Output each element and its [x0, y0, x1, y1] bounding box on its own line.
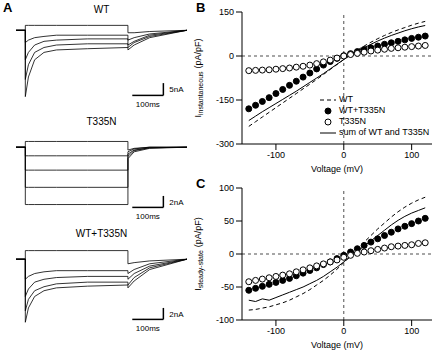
- svg-text:Iinstantaneous(pA/pF): Iinstantaneous(pA/pF): [193, 38, 204, 117]
- svg-text:-50: -50: [221, 282, 234, 292]
- html-text:C: C: [196, 176, 206, 191]
- svg-text:100: 100: [404, 150, 419, 160]
- html-text:T335N: T335N: [86, 116, 117, 127]
- html-text:WT+T335N: WT+T335N: [75, 228, 128, 239]
- html-text:WT: WT: [93, 4, 110, 15]
- svg-text:2nA: 2nA: [169, 198, 184, 207]
- svg-text:100: 100: [404, 326, 419, 336]
- svg-text:-100: -100: [216, 315, 234, 325]
- html-text:WT+T335N: WT+T335N: [339, 105, 386, 115]
- svg-text:0: 0: [341, 150, 346, 160]
- svg-text:-300: -300: [216, 139, 234, 149]
- html-text:B: B: [196, 0, 206, 15]
- svg-text:50: 50: [224, 216, 234, 226]
- svg-text:-100: -100: [267, 326, 285, 336]
- html-text:A: A: [3, 0, 13, 15]
- svg-text:5nA: 5nA: [169, 85, 184, 94]
- html-text:sum of WT and T335N: sum of WT and T335N: [339, 127, 430, 137]
- svg-text:Isteady-state(pA/pF): Isteady-state(pA/pF): [193, 217, 205, 291]
- svg-text:-100: -100: [267, 150, 285, 160]
- svg-text:100ms: 100ms: [136, 212, 160, 221]
- svg-text:100ms: 100ms: [136, 324, 160, 333]
- svg-text:Voltage (mV): Voltage (mV): [311, 340, 363, 350]
- svg-text:150: 150: [219, 7, 234, 17]
- svg-text:Voltage (mV): Voltage (mV): [311, 164, 363, 174]
- svg-text:100: 100: [219, 183, 234, 193]
- html-text:T335N: T335N: [339, 116, 366, 126]
- svg-text:0: 0: [341, 326, 346, 336]
- svg-text:2nA: 2nA: [169, 310, 184, 319]
- svg-text:-150: -150: [216, 95, 234, 105]
- html-text:WT: WT: [339, 94, 353, 104]
- svg-text:0: 0: [229, 249, 234, 259]
- svg-text:100ms: 100ms: [136, 100, 160, 109]
- svg-text:0: 0: [229, 51, 234, 61]
